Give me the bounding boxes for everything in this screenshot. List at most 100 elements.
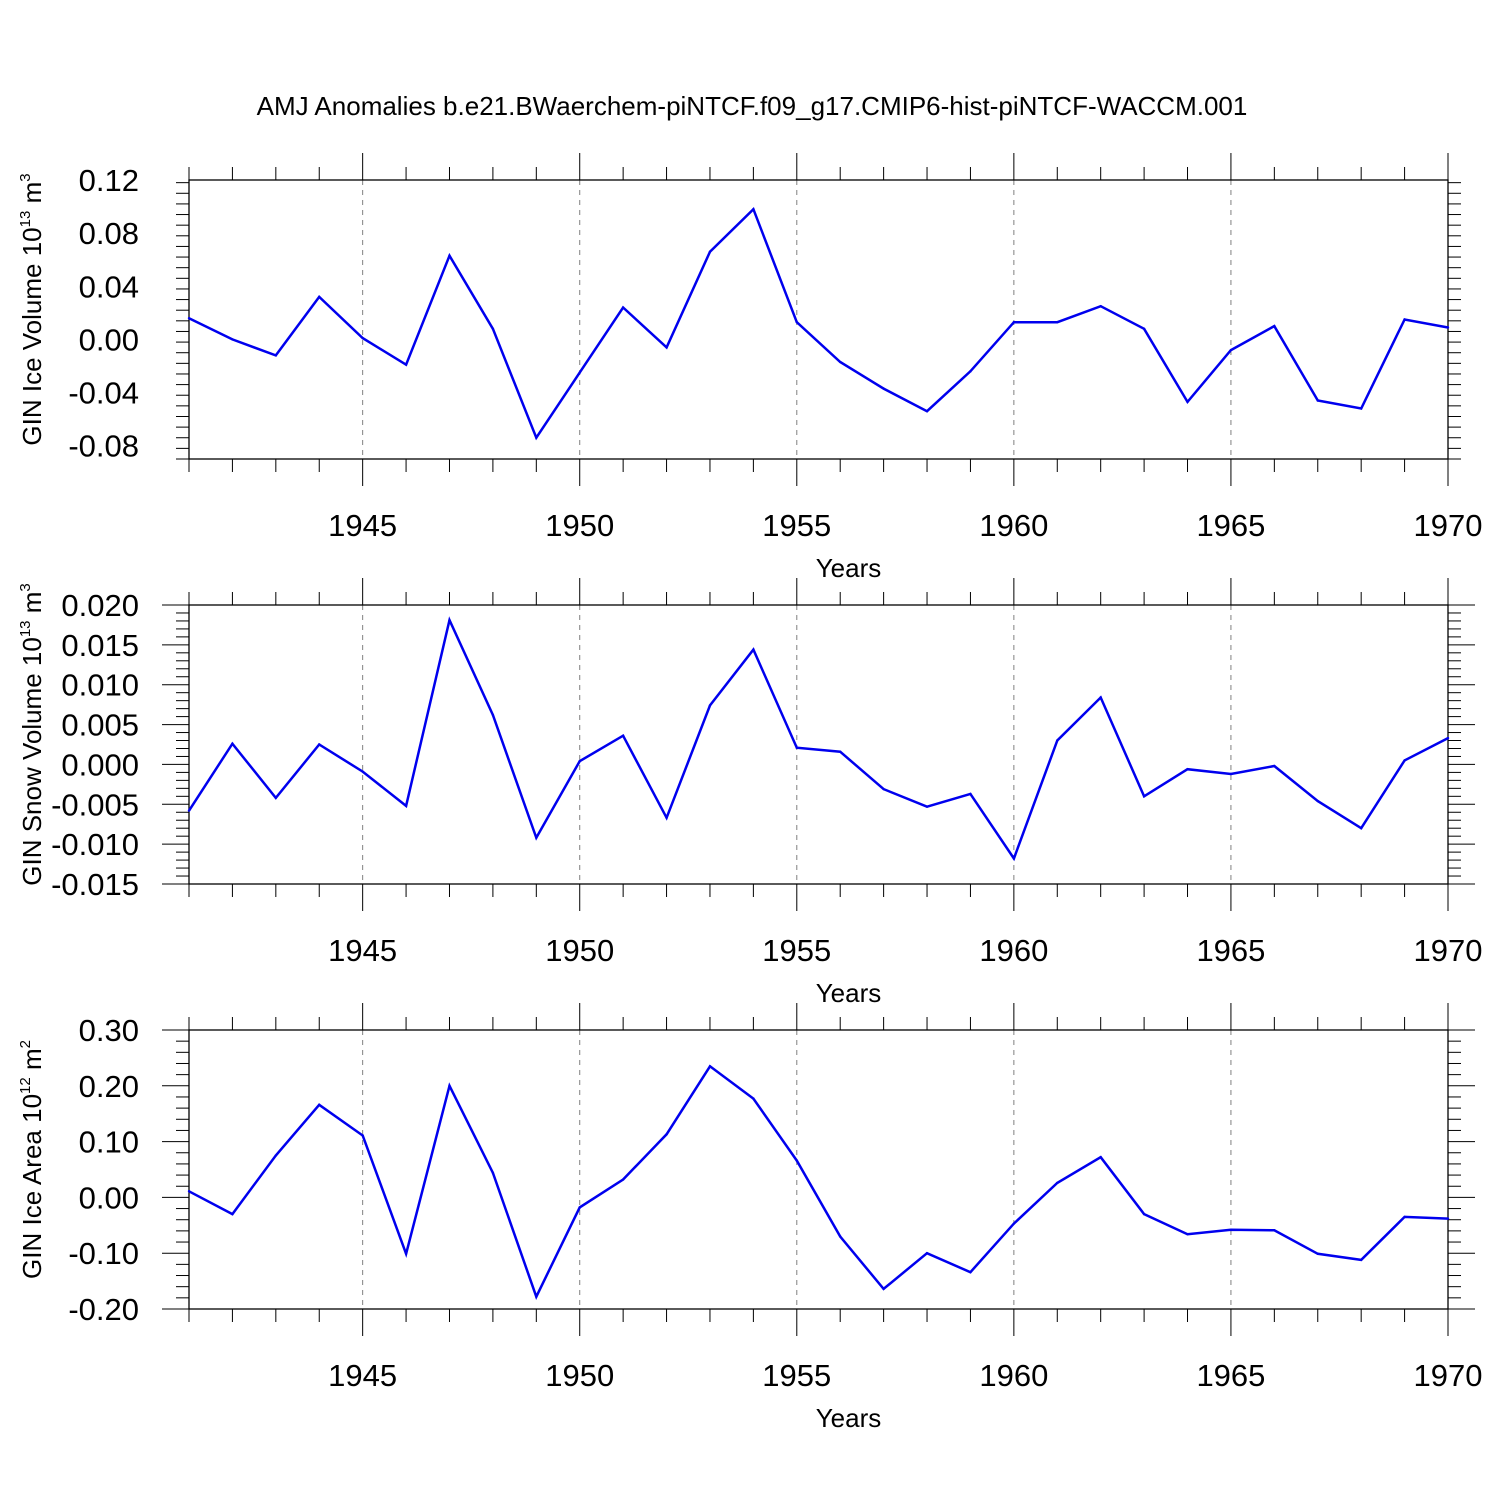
data-point xyxy=(1099,305,1102,308)
plot-frame xyxy=(188,1029,1449,1310)
chart-title: AMJ Anomalies b.e21.BWaerchem-piNTCF.f09… xyxy=(257,91,1248,121)
x-tick-label: 1945 xyxy=(328,933,397,968)
data-point xyxy=(621,306,625,309)
y-axis-title-text: GIN Ice Volume 10 xyxy=(17,227,47,445)
x-tick-label: 1970 xyxy=(1414,508,1483,543)
y-axis-title-text: GIN Snow Volume 10 xyxy=(17,637,47,886)
x-tick-label: 1950 xyxy=(545,933,614,968)
data-point xyxy=(1142,795,1146,798)
data-point xyxy=(752,208,755,211)
data-point xyxy=(621,734,625,737)
data-point xyxy=(448,254,451,257)
data-point xyxy=(1273,764,1276,768)
data-point xyxy=(752,648,755,651)
x-tick-label: 1950 xyxy=(545,1358,614,1393)
y-tick-label: 0.00 xyxy=(79,322,139,357)
y-axis-title-unit: m xyxy=(17,182,47,211)
data-point xyxy=(404,804,408,808)
data-point xyxy=(708,250,712,253)
data-point xyxy=(274,1154,278,1157)
data-point xyxy=(535,436,538,439)
data-point xyxy=(1446,1217,1450,1220)
data-point xyxy=(491,713,495,717)
x-axis-title: Years xyxy=(816,978,882,1008)
data-point xyxy=(839,360,842,364)
data-point xyxy=(404,363,408,366)
data-point xyxy=(925,805,929,808)
data-point xyxy=(1229,772,1233,776)
y-axis-title: GIN Snow Volume 1013 m3 xyxy=(17,583,47,886)
data-point xyxy=(665,346,668,349)
y-tick-label: 0.20 xyxy=(79,1069,139,1104)
y-tick-label: -0.010 xyxy=(51,827,139,862)
data-point xyxy=(1186,400,1189,404)
y-tick-label: 0.10 xyxy=(79,1125,139,1160)
y-axis-title-exponent: 12 xyxy=(17,1077,34,1094)
data-point xyxy=(621,1178,625,1181)
data-point xyxy=(969,792,972,796)
data-point xyxy=(839,1235,842,1238)
data-point xyxy=(1012,1222,1016,1225)
data-point xyxy=(1142,327,1146,330)
y-tick-label: 0.04 xyxy=(79,269,139,304)
x-axis-title: Years xyxy=(816,1403,882,1433)
y-axis-title-unit-exponent: 3 xyxy=(17,583,34,591)
y-tick-label: -0.08 xyxy=(68,429,139,464)
plot-frame xyxy=(188,604,1449,885)
data-point xyxy=(578,371,581,374)
data-point xyxy=(1403,759,1406,762)
data-point xyxy=(708,704,712,707)
x-tick-label: 1965 xyxy=(1196,1358,1265,1393)
data-point xyxy=(1316,399,1319,402)
data-point xyxy=(361,336,364,340)
y-tick-label: -0.015 xyxy=(51,867,139,902)
data-point xyxy=(1446,736,1450,740)
data-point xyxy=(969,370,972,373)
data-point xyxy=(1056,320,1059,324)
data-point xyxy=(1099,696,1102,699)
y-tick-label: 0.12 xyxy=(79,163,139,198)
x-tick-label: 1970 xyxy=(1414,933,1483,968)
y-tick-label: -0.005 xyxy=(51,787,139,822)
y-tick-label: 0.020 xyxy=(61,588,139,623)
data-point xyxy=(448,618,451,622)
y-tick-label: 0.005 xyxy=(61,708,139,743)
data-point xyxy=(1403,1215,1406,1219)
y-axis-title-exponent: 13 xyxy=(17,620,34,637)
y-axis-title: GIN Ice Volume 1013 m3 xyxy=(17,173,47,445)
data-point xyxy=(1359,1258,1363,1262)
y-axis-title-unit: m xyxy=(17,592,47,621)
data-point xyxy=(665,816,668,820)
data-point xyxy=(795,1159,798,1162)
data-point xyxy=(795,746,798,749)
data-point xyxy=(839,750,842,753)
y-tick-label: 0.00 xyxy=(79,1180,139,1215)
data-point xyxy=(882,787,885,791)
x-tick-label: 1950 xyxy=(545,508,614,543)
plot-frame xyxy=(188,179,1449,460)
data-point xyxy=(708,1065,712,1068)
data-point xyxy=(1012,857,1016,860)
y-tick-label: 0.08 xyxy=(79,216,139,251)
data-point xyxy=(535,836,538,839)
data-point xyxy=(1359,827,1363,830)
data-point xyxy=(491,1171,495,1175)
data-point xyxy=(1099,1156,1102,1159)
x-tick-label: 1955 xyxy=(762,933,831,968)
data-point xyxy=(361,1134,364,1137)
x-tick-label: 1960 xyxy=(979,933,1048,968)
panel-3: -0.20 -0.10 0.00 0.10 0.20 0.30 1945 1950 1955 19… xyxy=(17,1003,1482,1433)
y-tick-label: 0.000 xyxy=(61,747,139,782)
data-point xyxy=(318,1103,321,1106)
data-point xyxy=(1056,739,1059,742)
data-point xyxy=(231,1212,234,1216)
data-point xyxy=(882,1287,885,1291)
panel-1: -0.08 -0.04 0.00 0.04 0.08 0.12 1945 1950 1955 19… xyxy=(17,153,1482,583)
data-point xyxy=(1359,407,1363,410)
x-axis-title: Years xyxy=(816,553,882,583)
data-point xyxy=(1316,1252,1319,1255)
data-point xyxy=(187,1190,191,1193)
y-tick-label: -0.04 xyxy=(68,376,139,411)
